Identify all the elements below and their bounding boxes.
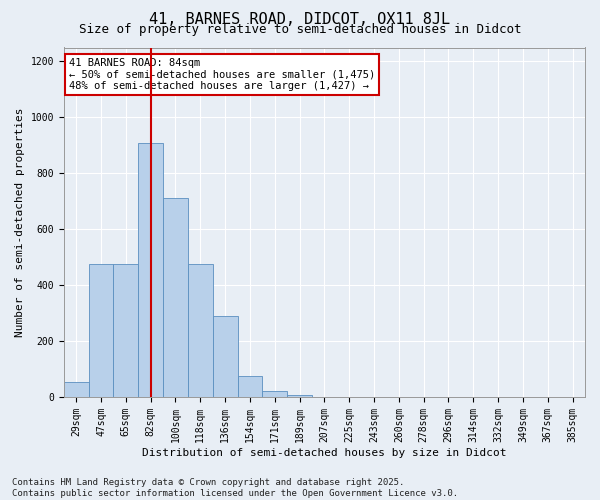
Text: 41 BARNES ROAD: 84sqm
← 50% of semi-detached houses are smaller (1,475)
48% of s: 41 BARNES ROAD: 84sqm ← 50% of semi-deta… xyxy=(69,58,375,91)
Bar xyxy=(287,394,312,397)
Bar xyxy=(212,316,238,397)
Bar xyxy=(113,264,138,397)
Text: 41, BARNES ROAD, DIDCOT, OX11 8JL: 41, BARNES ROAD, DIDCOT, OX11 8JL xyxy=(149,12,451,28)
Text: Contains HM Land Registry data © Crown copyright and database right 2025.
Contai: Contains HM Land Registry data © Crown c… xyxy=(12,478,458,498)
X-axis label: Distribution of semi-detached houses by size in Didcot: Distribution of semi-detached houses by … xyxy=(142,448,506,458)
Bar xyxy=(138,142,163,397)
Bar xyxy=(262,392,287,397)
Bar xyxy=(163,198,188,397)
Bar xyxy=(89,264,113,397)
Bar xyxy=(64,382,89,397)
Bar xyxy=(238,376,262,397)
Text: Size of property relative to semi-detached houses in Didcot: Size of property relative to semi-detach… xyxy=(79,22,521,36)
Y-axis label: Number of semi-detached properties: Number of semi-detached properties xyxy=(15,108,25,337)
Bar xyxy=(188,264,212,397)
